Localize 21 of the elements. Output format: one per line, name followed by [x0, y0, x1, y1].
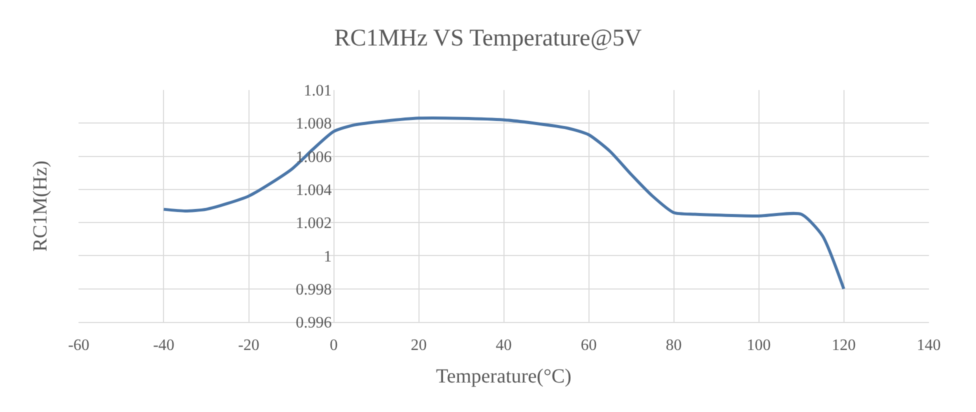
y-tick-label: 1.002: [296, 215, 332, 232]
x-tick-label: -60: [68, 337, 90, 354]
y-tick-label: 1.008: [296, 116, 332, 133]
chart-title: RC1MHz VS Temperature@5V: [334, 26, 642, 52]
y-tick-label: 0.998: [296, 281, 332, 298]
x-tick-label: 80: [666, 337, 682, 354]
x-tick-label: 40: [496, 337, 512, 354]
x-tick-label: 120: [832, 337, 856, 354]
x-tick-label: 60: [580, 337, 597, 354]
x-axis-title: Temperature(°C): [436, 366, 572, 388]
y-axis-title: RC1M(Hz): [30, 160, 52, 252]
x-tick-label: -40: [153, 337, 174, 354]
y-tick-label: 1.01: [304, 82, 332, 100]
x-tick-label: -20: [238, 337, 260, 354]
x-tick-label: 100: [746, 337, 771, 354]
y-tick-label: 0.996: [296, 314, 332, 332]
y-tick-label: 1.004: [296, 182, 332, 200]
x-tick-label: 0: [330, 337, 338, 354]
y-tick-label: 1: [324, 248, 332, 266]
x-tick-label: 20: [410, 337, 427, 354]
x-tick-label: 140: [916, 337, 941, 354]
